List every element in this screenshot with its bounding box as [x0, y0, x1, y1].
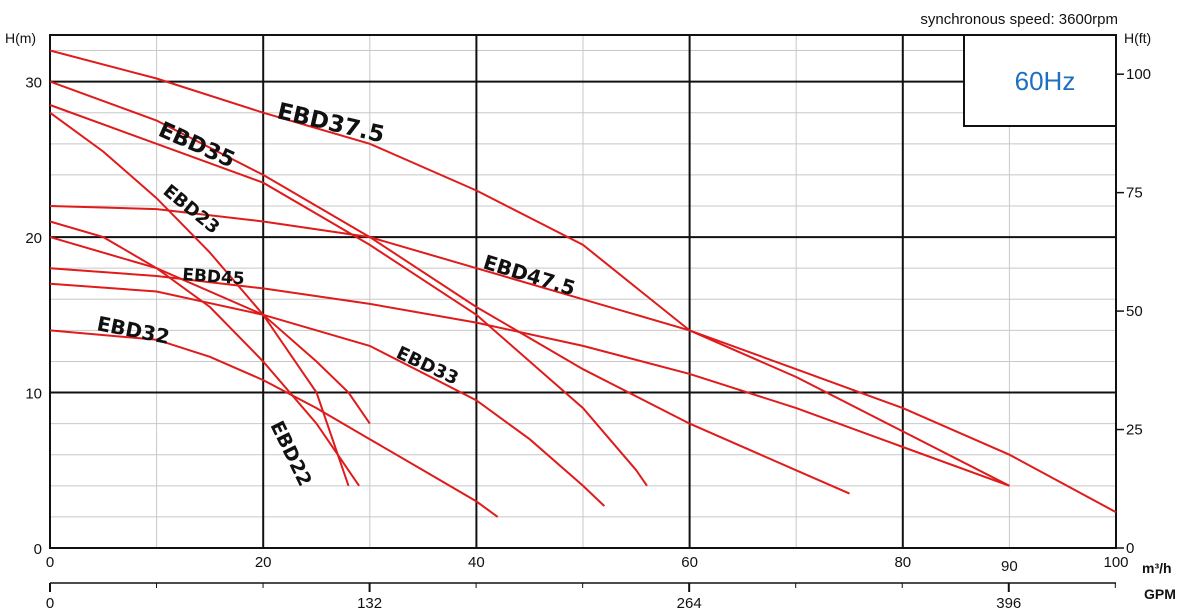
x-m3h-tick-label: 90: [1001, 558, 1018, 575]
y-right-axis-label: H(ft): [1124, 30, 1151, 46]
x-m3h-tick-label: 20: [255, 554, 272, 571]
chart-subtitle: synchronous speed: 3600rpm: [920, 11, 1118, 28]
x-m3h-tick-label: 80: [894, 554, 911, 571]
x-m3h-tick-label: 60: [681, 554, 698, 571]
curve-ebd37-5: [49, 49, 1117, 514]
y-right-tick-label: 25: [1126, 422, 1143, 439]
x-m3h-tick-label: 40: [468, 554, 485, 571]
curve-ebd35: [49, 80, 850, 495]
curve-unlabeled-8: [49, 236, 371, 425]
frequency-badge: 60Hz: [963, 34, 1117, 127]
curve-ebd23: [49, 111, 350, 487]
x-gpm-tick-label: 396: [996, 595, 1021, 612]
y-left-tick-label: 30: [25, 75, 42, 92]
x-m3h-tick-label: 0: [46, 554, 54, 571]
curve-ebd32: [49, 329, 499, 518]
y-left-tick-label: 0: [34, 541, 42, 558]
x-gpm-tick-label: 0: [46, 595, 54, 612]
y-right-ticks: 0 25 50 75 100: [1116, 66, 1151, 557]
frequency-badge-text: 60Hz: [1015, 66, 1076, 96]
x-gpm-tick-label: 264: [677, 595, 702, 612]
y-right-tick-label: 100: [1126, 66, 1151, 83]
minor-grid: [50, 35, 1116, 548]
x-m3h-axis-label: m³/h: [1142, 560, 1172, 576]
curve-ebd22: [49, 220, 360, 487]
y-left-tick-label: 20: [25, 230, 42, 247]
series-label-ebd45: EBD45: [182, 265, 246, 289]
curve-unlabeled-9: [49, 104, 648, 487]
major-grid: [50, 35, 1116, 548]
y-right-tick-label: 75: [1126, 185, 1143, 202]
curve-ebd45: [49, 267, 1010, 487]
x-m3h-tick-label: 100: [1103, 554, 1128, 571]
curve-ebd47-5: [49, 205, 1010, 487]
plot-frame: [49, 34, 1117, 549]
y-right-tick-label: 0: [1126, 540, 1134, 557]
x-gpm-axis-label: GPM: [1144, 586, 1176, 602]
gpm-axis: 0 132 264 396: [46, 582, 1116, 612]
y-left-axis-label: H(m): [5, 30, 36, 46]
y-right-tick-label: 50: [1126, 303, 1143, 320]
y-left-tick-label: 10: [25, 386, 42, 403]
x-gpm-tick-label: 132: [357, 595, 382, 612]
y-left-ticks: 0 10 20 30: [25, 75, 42, 558]
series-curves: [49, 49, 1117, 518]
x-m3h-ticks: 0 20 40 60 80 90 100: [46, 554, 1129, 575]
curve-ebd33: [49, 282, 605, 507]
